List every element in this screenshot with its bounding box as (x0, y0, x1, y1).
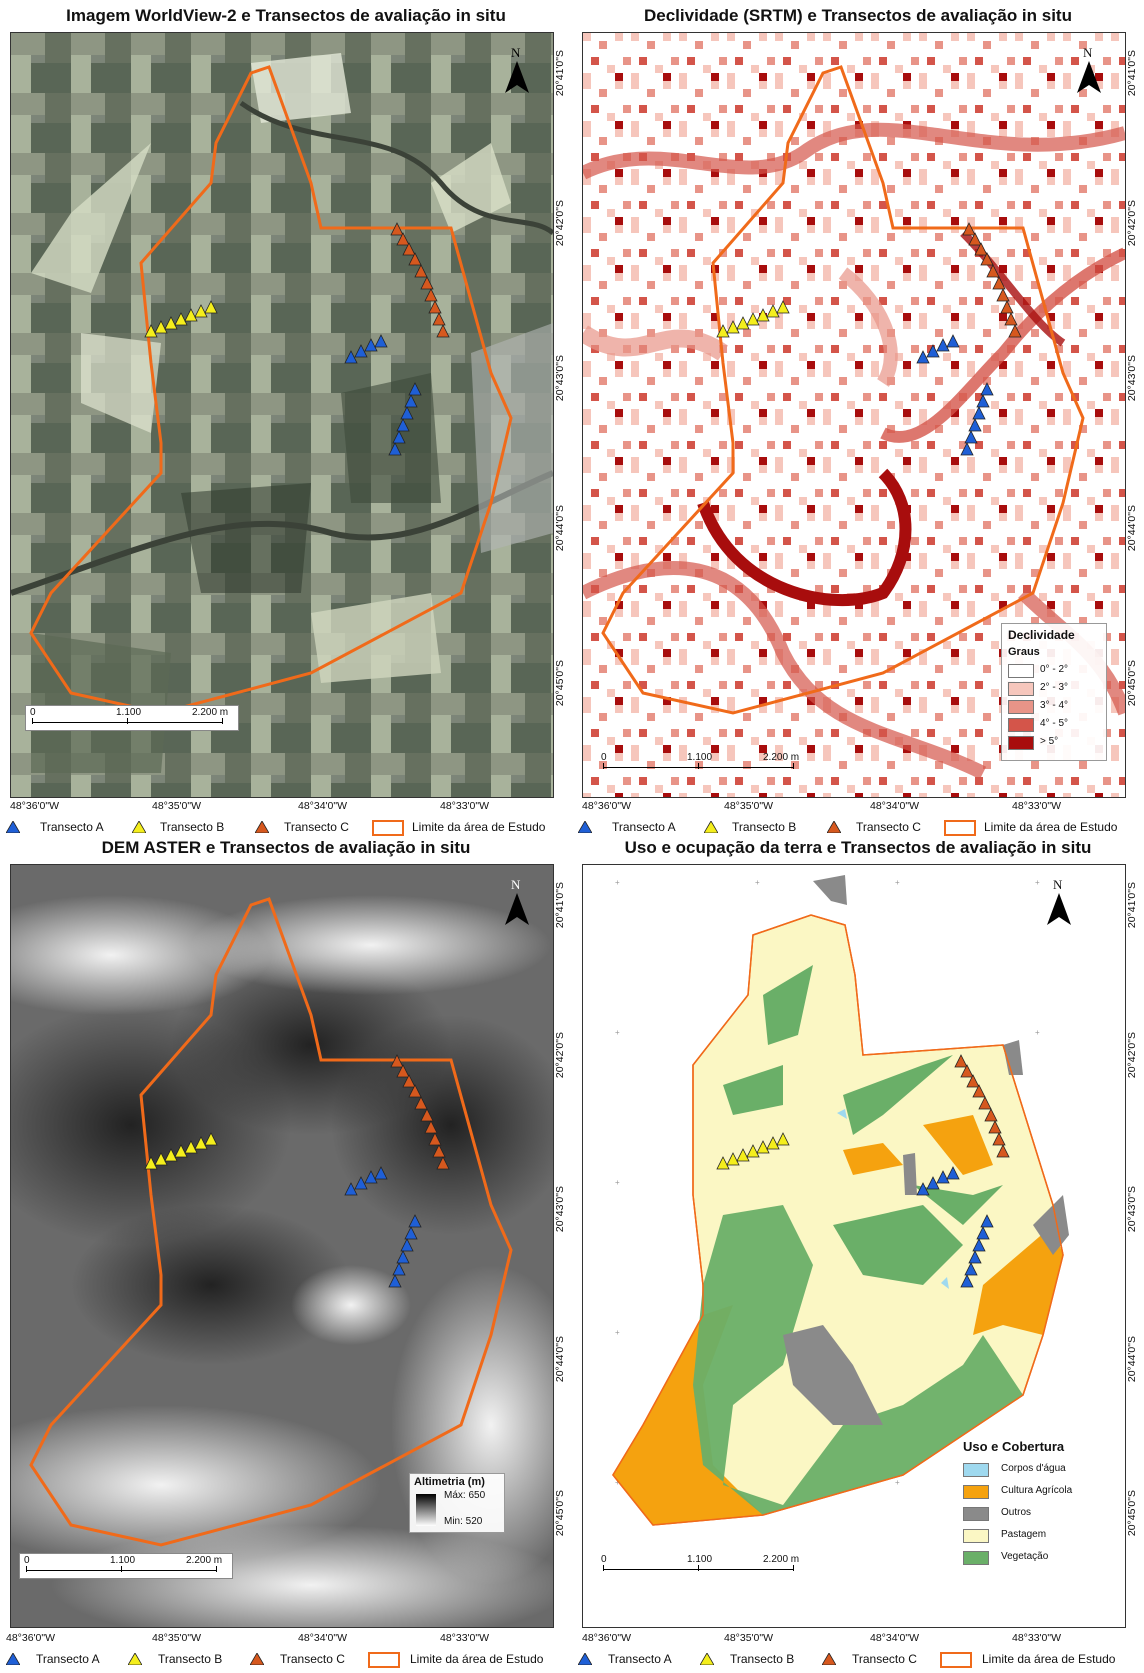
map-frame[interactable]: N Declividade Graus 0° - 2° 2° - 3° 3° -… (582, 32, 1126, 798)
transect-a-icon (578, 821, 592, 833)
landuse-legend: Uso e Cobertura Corpos d'água Cultura Ag… (963, 1439, 1095, 1573)
transect-b-icon (704, 821, 718, 833)
transect-c-icon (250, 1653, 264, 1665)
transect-c-icon (827, 821, 841, 833)
svg-text:+: + (615, 1178, 620, 1187)
svg-text:+: + (1035, 1028, 1040, 1037)
map-frame[interactable]: ++++ +++ +++ ++++ ++ (582, 864, 1126, 1628)
north-arrow-icon: N (497, 45, 537, 99)
north-arrow-icon: N (1069, 45, 1109, 99)
transect-c (390, 222, 450, 338)
panel-title: Imagem WorldView-2 e Transectos de avali… (66, 6, 506, 25)
panel-dem: DEM ASTER e Transectos de avaliação in s… (0, 836, 572, 1673)
limite-icon (940, 1652, 972, 1668)
panel-landuse: Uso e ocupação da terra e Transectos de … (572, 836, 1144, 1673)
limite-icon (944, 820, 976, 836)
svg-text:+: + (615, 1478, 620, 1487)
svg-text:+: + (615, 878, 620, 887)
transect-a-icon (578, 1653, 592, 1665)
panel-title: Uso e ocupação da terra e Transectos de … (624, 838, 1092, 857)
transect-a-icon (6, 1653, 20, 1665)
svg-text:+: + (895, 1478, 900, 1487)
panel-declividade: Declividade (SRTM) e Transectos de avali… (572, 0, 1144, 836)
map-frame[interactable]: N 0 1.100 2.200 m (10, 32, 554, 798)
svg-text:+: + (755, 878, 760, 887)
slope-legend: Declividade Graus 0° - 2° 2° - 3° 3° - 4… (1001, 623, 1107, 761)
legend-row: Transecto A Transecto B Transecto C Limi… (572, 1650, 1144, 1668)
legend-row: Transecto A Transecto B Transecto C Limi… (0, 818, 572, 836)
svg-text:+: + (895, 878, 900, 887)
scale-bar: 0 1.100 2.200 m (597, 751, 809, 775)
panel-title: DEM ASTER e Transectos de avaliação in s… (101, 838, 471, 857)
transect-b (144, 300, 218, 338)
scale-bar: 0 1.100 2.200 m (597, 1553, 809, 1577)
north-arrow-icon: N (1039, 877, 1079, 931)
transect-b-icon (132, 821, 146, 833)
transect-a (344, 334, 422, 456)
panel-worldview: Imagem WorldView-2 e Transectos de avali… (0, 0, 572, 836)
svg-text:+: + (615, 1028, 620, 1037)
map-frame[interactable]: N Altimetria (m) Máx: 650 Min: 520 0 1.1… (10, 864, 554, 1628)
transect-b-icon (128, 1653, 142, 1665)
scale-bar: 0 1.100 2.200 m (19, 1553, 233, 1579)
panel-title: Declividade (SRTM) e Transectos de avali… (644, 6, 1072, 25)
limite-icon (368, 1652, 400, 1668)
altimetria-legend: Altimetria (m) Máx: 650 Min: 520 (409, 1473, 505, 1533)
limite-icon (372, 820, 404, 836)
transect-c-icon (822, 1653, 836, 1665)
legend-row: Transecto A Transecto B Transecto C Limi… (0, 1650, 572, 1668)
transect-a-icon (6, 821, 20, 833)
transect-b-icon (700, 1653, 714, 1665)
svg-text:+: + (1035, 878, 1040, 887)
scale-bar: 0 1.100 2.200 m (25, 705, 239, 731)
legend-row: Transecto A Transecto B Transecto C Limi… (572, 818, 1144, 836)
transect-c-icon (255, 821, 269, 833)
svg-text:+: + (615, 1328, 620, 1337)
north-arrow-icon: N (497, 877, 537, 931)
